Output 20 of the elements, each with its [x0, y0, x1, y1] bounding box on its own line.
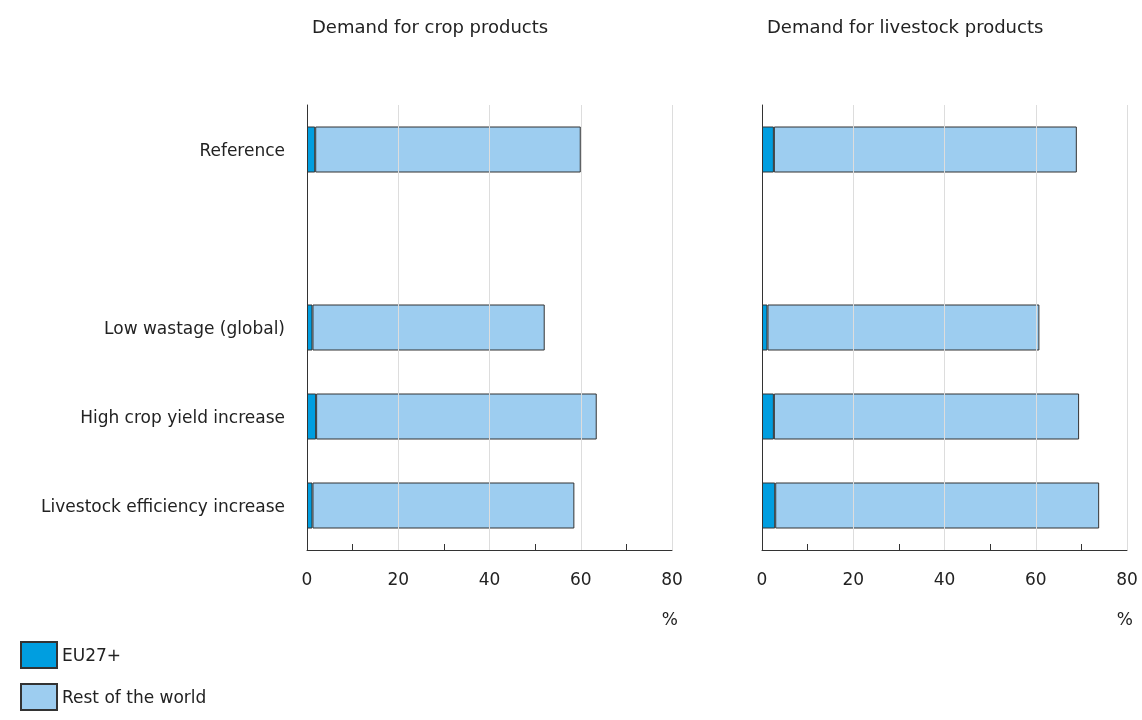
legend-label: Rest of the world [62, 687, 207, 707]
chart-title: Demand for livestock products [767, 15, 1044, 37]
x-tick-label: 40 [933, 568, 956, 589]
x-tick-label: 80 [1116, 568, 1138, 589]
x-tick-label: 0 [756, 568, 768, 589]
x-axis-title: % [1116, 608, 1133, 629]
x-tick-label: 60 [569, 568, 592, 589]
x-tick-label: 20 [387, 568, 410, 589]
x-tick-label: 20 [842, 568, 865, 589]
y-tick-label: Low wastage (global) [104, 317, 285, 338]
x-tick-label: 60 [1024, 568, 1047, 589]
x-tick-label: 80 [661, 568, 683, 589]
legend-label: EU27+ [62, 645, 122, 665]
x-tick-label: 40 [478, 568, 501, 589]
chart-title: Demand for crop products [312, 15, 549, 37]
x-tick-label: 0 [301, 568, 313, 589]
y-tick-label: Livestock efficiency increase [41, 495, 285, 516]
y-tick-label: High crop yield increase [80, 406, 285, 427]
x-axis-title: % [661, 608, 678, 629]
y-tick-label: Reference [199, 139, 285, 160]
